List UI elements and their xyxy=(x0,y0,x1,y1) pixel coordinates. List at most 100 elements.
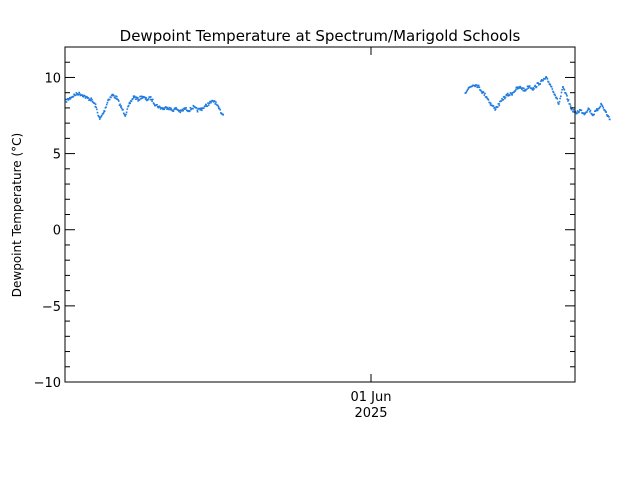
data-point xyxy=(99,118,101,120)
data-point xyxy=(558,103,560,105)
data-point xyxy=(550,86,553,88)
data-point xyxy=(74,94,77,96)
data-point xyxy=(144,96,146,99)
data-point xyxy=(545,76,547,78)
data-point xyxy=(487,99,490,101)
y-tick-label: −5 xyxy=(42,300,61,315)
data-point xyxy=(540,80,542,83)
data-point xyxy=(513,91,515,93)
data-point xyxy=(136,98,138,100)
data-point xyxy=(598,107,600,110)
data-point xyxy=(214,103,216,105)
data-point xyxy=(537,82,539,84)
data-point xyxy=(222,114,224,116)
data-point xyxy=(521,88,523,91)
data-point xyxy=(498,104,501,107)
data-point xyxy=(502,98,505,101)
data-point xyxy=(588,108,590,110)
data-point xyxy=(208,102,211,105)
data-point xyxy=(122,108,124,111)
data-point xyxy=(67,97,69,100)
data-point xyxy=(157,106,160,109)
data-point xyxy=(105,103,108,106)
data-point xyxy=(178,109,181,112)
data-point xyxy=(559,97,561,100)
data-point xyxy=(562,86,564,88)
data-point xyxy=(101,114,103,117)
data-point xyxy=(168,108,170,111)
data-point xyxy=(480,90,483,93)
data-point xyxy=(174,108,177,110)
data-point xyxy=(558,100,561,103)
data-point xyxy=(141,95,144,98)
data-point xyxy=(554,94,556,97)
data-point xyxy=(183,107,186,109)
data-point xyxy=(135,98,137,100)
data-point xyxy=(67,99,70,101)
data-point xyxy=(152,102,155,104)
data-point xyxy=(595,109,597,112)
data-point xyxy=(93,102,96,105)
data-point xyxy=(142,96,144,99)
data-point xyxy=(140,95,143,97)
data-point xyxy=(141,97,143,99)
data-point xyxy=(127,104,130,107)
data-point xyxy=(527,87,529,89)
data-point xyxy=(138,99,141,101)
data-point xyxy=(114,97,116,99)
data-point xyxy=(81,94,84,96)
data-point xyxy=(609,118,611,121)
x-tick-label: 01 Jun xyxy=(351,390,392,405)
data-point xyxy=(509,94,511,96)
data-point xyxy=(79,93,81,95)
data-point xyxy=(596,109,599,112)
data-point xyxy=(65,98,67,101)
data-point xyxy=(551,88,554,90)
data-point xyxy=(115,98,118,100)
data-point xyxy=(196,109,199,112)
data-point xyxy=(504,97,506,100)
data-point xyxy=(76,93,78,96)
data-point xyxy=(526,88,528,91)
data-point xyxy=(175,106,177,109)
data-point xyxy=(494,109,496,111)
x-tick-sublabel: 2025 xyxy=(354,406,387,421)
data-point xyxy=(501,98,503,100)
data-point xyxy=(557,101,559,104)
data-point xyxy=(500,100,503,102)
data-point xyxy=(567,99,570,101)
series-layer xyxy=(65,76,611,121)
data-point xyxy=(511,94,513,96)
data-point xyxy=(213,100,216,102)
data-point xyxy=(132,95,135,97)
data-point xyxy=(96,108,98,111)
data-point xyxy=(481,92,484,94)
data-point xyxy=(556,98,558,100)
data-point xyxy=(167,106,169,109)
y-tick-label: 10 xyxy=(44,71,61,86)
data-point xyxy=(477,86,479,89)
data-point xyxy=(124,115,127,117)
data-point xyxy=(199,109,201,111)
data-point xyxy=(162,107,165,109)
data-point xyxy=(516,86,518,88)
data-point xyxy=(129,102,131,105)
data-point xyxy=(546,78,549,80)
data-point xyxy=(477,84,480,87)
data-point xyxy=(126,108,129,110)
data-point xyxy=(108,98,111,101)
data-point xyxy=(607,115,609,117)
data-point xyxy=(204,105,206,107)
data-point xyxy=(205,104,207,106)
data-point xyxy=(150,98,153,101)
data-point xyxy=(118,100,120,102)
data-point xyxy=(475,84,478,87)
data-point xyxy=(106,101,109,104)
data-point xyxy=(544,78,546,80)
data-point xyxy=(190,108,192,111)
data-point xyxy=(567,100,569,102)
data-point xyxy=(105,106,107,108)
data-point xyxy=(75,92,78,94)
data-point xyxy=(575,111,577,113)
